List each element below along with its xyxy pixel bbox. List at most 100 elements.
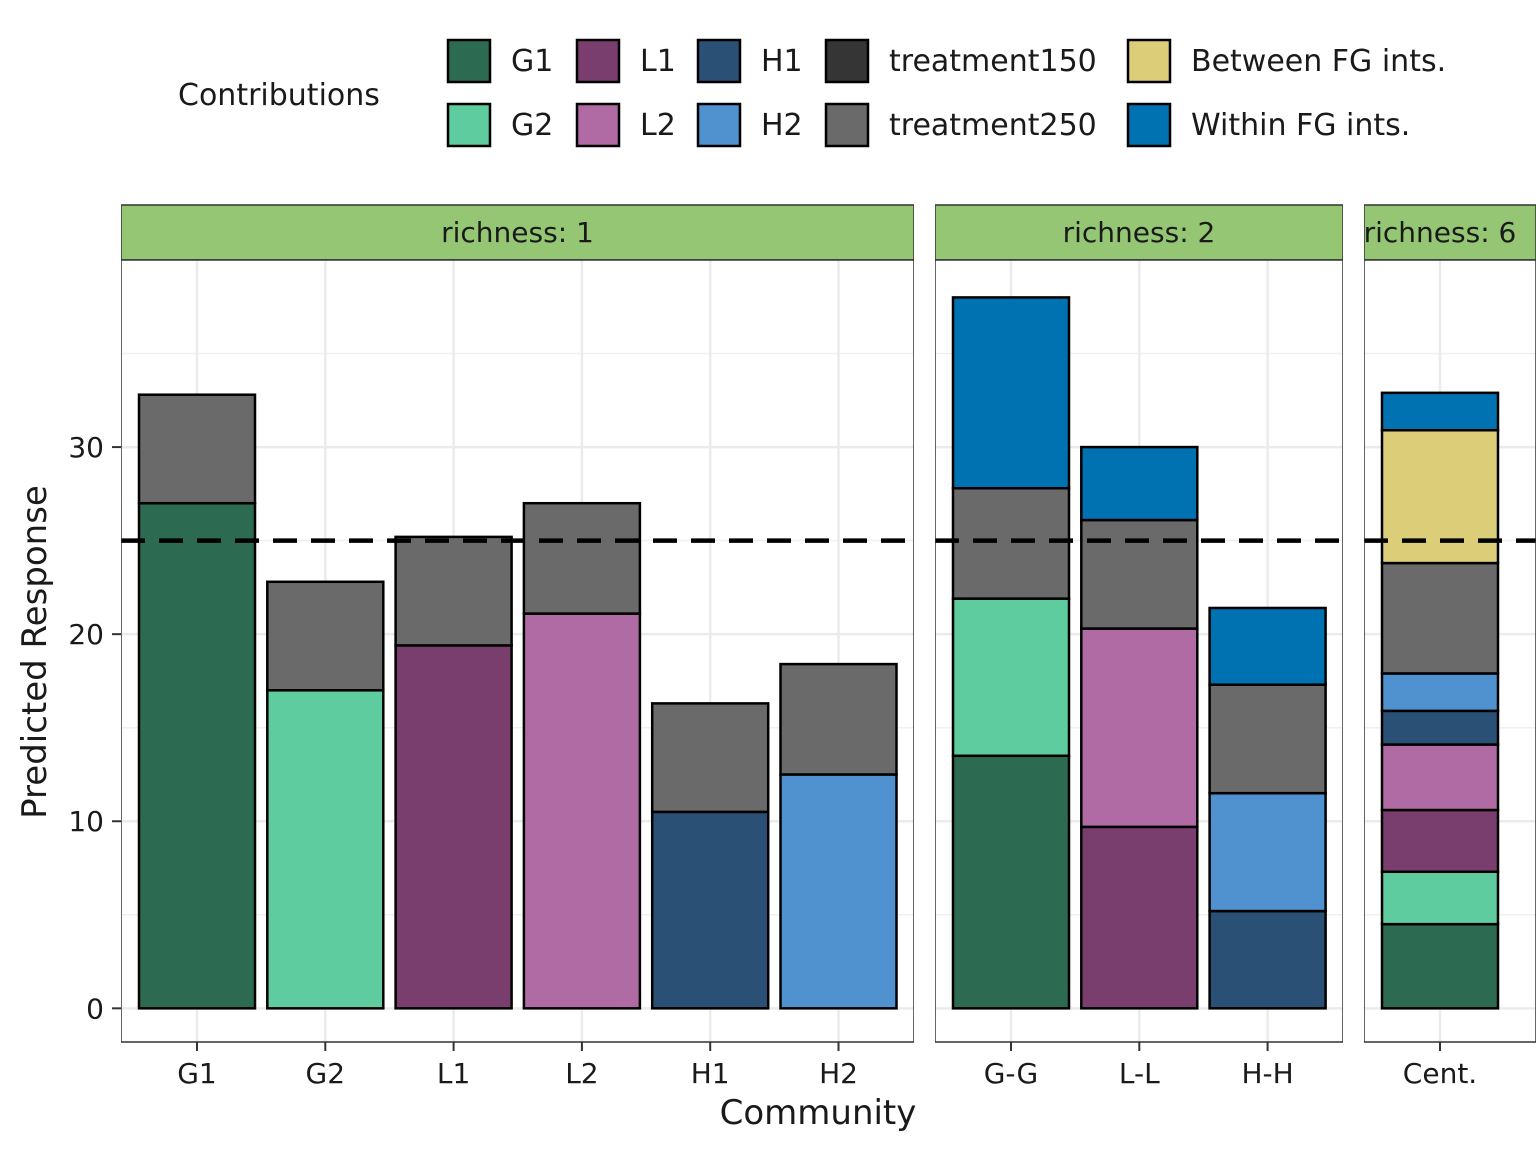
legend-label-G2: G2 (511, 108, 553, 143)
y-tick-label-0: 0 (86, 992, 104, 1025)
legend-label-G1: G1 (511, 44, 553, 79)
legend-item-between: Between FG ints. (1126, 38, 1446, 84)
x-tick-label-Cent.: Cent. (1403, 1057, 1477, 1090)
bar-segment-G-G-treatment250 (951, 486, 1071, 600)
legend-swatch-H1 (696, 38, 742, 84)
bar-H-H (1208, 606, 1327, 1010)
bar-segment-L-L-L2 (1080, 627, 1199, 829)
bar-segment-H-H-H2 (1208, 791, 1327, 913)
legend-label-L1: L1 (640, 44, 676, 79)
x-tick-label-L1: L1 (437, 1057, 470, 1090)
panel-strip-2 (935, 204, 1343, 261)
legend-swatch-treatment250 (824, 102, 870, 148)
bar-G1 (137, 393, 257, 1010)
legend-item-H2: H2 (696, 102, 803, 148)
legend-label-treatment250: treatment250 (889, 108, 1097, 143)
bar-H2 (779, 662, 898, 1010)
x-tick-label-L2: L2 (565, 1057, 598, 1090)
panel-border-1 (121, 259, 914, 1043)
x-tick-label-G2: G2 (306, 1057, 346, 1090)
bar-segment-H2-treatment250 (779, 662, 898, 776)
bar-segment-Cent.-within (1380, 391, 1500, 432)
legend-swatch-treatment150 (824, 38, 870, 84)
bar-segment-L-L-within (1080, 445, 1199, 522)
bar-segment-H-H-treatment250 (1208, 683, 1327, 795)
bar-G2 (266, 580, 385, 1010)
bar-L1 (394, 535, 513, 1010)
legend-item-treatment250: treatment250 (824, 102, 1097, 148)
bar-segment-G-G-G2 (951, 597, 1071, 758)
panel-3: richness: 6 Cent. (1364, 204, 1536, 1090)
legend-item-G2: G2 (446, 102, 553, 148)
bar-segment-G1-G1 (137, 501, 257, 1010)
legend-swatch-within (1126, 102, 1172, 148)
bar-H1 (650, 702, 770, 1010)
bar-segment-L-L-L1 (1080, 825, 1199, 1010)
legend-swatch-between (1126, 38, 1172, 84)
legend-item-L2: L2 (575, 102, 676, 148)
x-tick-label-L-L: L-L (1119, 1057, 1160, 1090)
bar-segment-Cent.-G1 (1380, 922, 1500, 1010)
bar-segment-Cent.-between (1380, 428, 1500, 565)
panel-strip-label-2: richness: 2 (1063, 216, 1216, 249)
y-axis: 0 10 20 30 (68, 431, 121, 1025)
legend-label-L2: L2 (640, 108, 676, 143)
bar-segment-Cent.-treatment250 (1380, 561, 1500, 675)
legend-label-H2: H2 (761, 108, 803, 143)
bar-Cent. (1380, 391, 1500, 1010)
y-tick-label-10: 10 (68, 805, 104, 838)
bar-segment-H-H-within (1208, 606, 1327, 686)
bar-segment-G2-treatment250 (266, 580, 385, 692)
bar-segment-L-L-treatment250 (1080, 518, 1199, 630)
bar-segment-Cent.-L1 (1380, 808, 1500, 874)
panel-border-3 (1364, 259, 1536, 1043)
x-tick-label-G-G: G-G (984, 1057, 1039, 1090)
bar-segment-H1-H1 (650, 810, 770, 1010)
bar-G-G (951, 296, 1071, 1010)
legend-item-L1: L1 (575, 38, 676, 84)
legend-swatch-G2 (446, 102, 492, 148)
bar-segment-G-G-G1 (951, 754, 1071, 1010)
bar-segment-G-G-within (951, 296, 1071, 490)
panel-border-2 (935, 259, 1343, 1043)
bar-segment-G2-G2 (266, 689, 385, 1010)
bar-segment-Cent.-H1 (1380, 709, 1500, 746)
legend-swatch-H2 (696, 102, 742, 148)
legend-label-treatment150: treatment150 (889, 44, 1097, 79)
legend-title: Contributions (178, 78, 380, 113)
facet-panels: richness: 1 G1 G2 L1 L2 H1 H2 richness: 2 G-G L-L… (68, 204, 1536, 1090)
legend-label-within: Within FG ints. (1191, 108, 1410, 143)
legend-item-H1: H1 (696, 38, 803, 84)
legend-item-within: Within FG ints. (1126, 102, 1410, 148)
x-tick-label-H2: H2 (819, 1057, 858, 1090)
x-tick-label-H1: H1 (691, 1057, 730, 1090)
bar-segment-Cent.-H2 (1380, 672, 1500, 713)
x-axis-title: Community (720, 1093, 917, 1133)
panel-strip-label-1: richness: 1 (441, 216, 594, 249)
legend-item-G1: G1 (446, 38, 553, 84)
bar-segment-H-H-H1 (1208, 909, 1327, 1010)
legend-label-between: Between FG ints. (1191, 44, 1446, 79)
panel-1: richness: 1 G1 G2 L1 L2 H1 H2 (121, 204, 914, 1090)
bar-segment-L1-treatment250 (394, 535, 513, 647)
panel-strip-label-3: richness: 6 (1364, 216, 1517, 249)
bar-segment-G1-treatment250 (137, 393, 257, 505)
legend-swatch-L1 (575, 38, 621, 84)
y-tick-label-20: 20 (68, 618, 104, 651)
x-tick-label-H-H: H-H (1241, 1057, 1293, 1090)
legend-item-treatment150: treatment150 (824, 38, 1097, 84)
legend: Contributions G1 G2 L1 L2 H1 H2 treatment150 tre… (178, 38, 1446, 148)
bar-segment-H2-H2 (779, 773, 898, 1010)
bar-segment-Cent.-L2 (1380, 743, 1500, 812)
panel-2: richness: 2 G-G L-L H-H (935, 204, 1343, 1090)
bar-segment-L2-L2 (522, 612, 642, 1010)
bar-segment-Cent.-G2 (1380, 870, 1500, 926)
bar-segment-L1-L1 (394, 644, 513, 1010)
y-axis-title: Predicted Response (15, 485, 55, 819)
legend-swatch-G1 (446, 38, 492, 84)
bar-segment-L2-treatment250 (522, 501, 642, 615)
x-tick-label-G1: G1 (177, 1057, 217, 1090)
bar-L-L (1080, 445, 1199, 1010)
bar-L2 (522, 501, 642, 1010)
